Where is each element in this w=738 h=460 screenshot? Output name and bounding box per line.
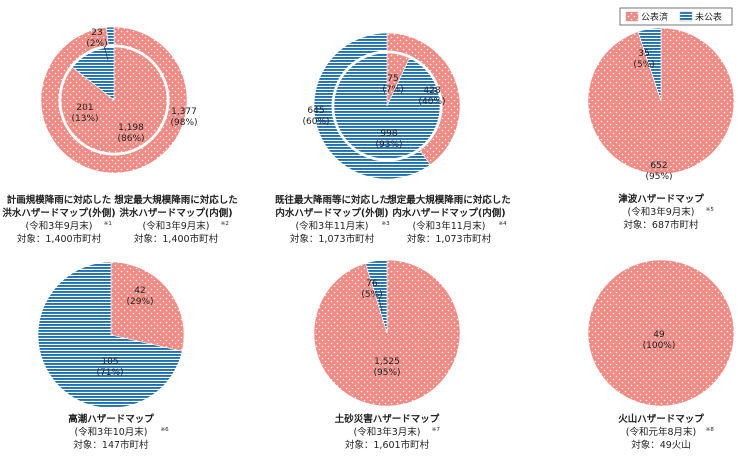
c1-outer-unpublished-percent-label: (2%) xyxy=(86,39,107,49)
c5-unpublished-value-label: 76 xyxy=(366,279,378,289)
c1-inner-caption-line: 洪水ハザードマップ(外側) xyxy=(2,207,115,219)
pie-c2: 428(40%) 645(60%) 75(7%) 998(93%) 既往最大降雨等に対応… xyxy=(275,32,511,245)
c2-inner-unpublished-percent-label: (93%) xyxy=(375,140,402,150)
legend-frame xyxy=(619,7,733,26)
c5-slice-unpublished xyxy=(365,259,388,334)
c3-caption-line: (令和3年9月末) xyxy=(627,206,694,218)
c5-slice-published xyxy=(313,259,461,407)
c2-inner-caption-line: 内水ハザードマップ(外側) xyxy=(275,207,388,219)
c6-caption-line: 対象：49火山 xyxy=(631,439,691,451)
c2-outer-published-percent-label: (40%) xyxy=(418,97,445,107)
pie-c5: 1,525(95%) 76(5%) 土砂災害ハザードマップ(令和3年3月末) ※7対象… xyxy=(313,259,461,451)
c5-leader-line xyxy=(378,297,383,313)
c3-slice-unpublished xyxy=(637,27,662,102)
c3-published-percent-label: (95%) xyxy=(645,172,672,182)
c4-footnote-mark: ※6 xyxy=(161,427,170,433)
c1-outer-caption-line: (令和3年9月末) xyxy=(142,220,209,232)
c5-published-value-label: 1,525 xyxy=(374,357,400,367)
c4-caption-line: (令和3年10月末) xyxy=(74,426,147,438)
c1-inner-caption-line: 計画規模降雨に対応した xyxy=(7,194,112,206)
c6-published-value-label: 49 xyxy=(653,330,665,340)
legend-label-published: 公表済 xyxy=(641,11,668,23)
c5-caption-line: 対象：1,601市町村 xyxy=(345,439,430,451)
c1-inner-unpublished-percent-label: (13%) xyxy=(71,114,98,124)
c5-caption-line: 土砂災害ハザードマップ xyxy=(335,413,440,425)
c2-inner-unpublished-value-label: 998 xyxy=(380,129,397,139)
c4-unpublished-percent-label: (71%) xyxy=(96,368,123,378)
c2-outer-caption-line: 対象：1,073市町村 xyxy=(407,233,492,245)
c6-footnote-mark: ※8 xyxy=(706,427,715,433)
pie-c1: 1,377(98%) 23(2%) 1,198(86%) 201(13%) 計画規模降雨… xyxy=(2,26,238,245)
c2-outer-caption-line: 内水ハザードマップ(内側) xyxy=(392,207,505,219)
c1-outer-published-value-label: 1,377 xyxy=(171,107,197,117)
c3-footnote-mark: ※5 xyxy=(706,207,715,213)
c1-inner-unpublished-value-label: 201 xyxy=(76,103,93,113)
c1-inner-caption-line: (令和3年9月末) xyxy=(25,220,92,232)
c6-caption-line: (令和元年8月末) xyxy=(626,426,696,438)
c1-leader-line xyxy=(103,45,109,61)
legend-swatch-unpublished xyxy=(679,11,693,22)
c2-outer-published-value-label: 428 xyxy=(423,86,440,96)
c5-caption-line: (令和3年3月末) xyxy=(353,426,420,438)
c4-unpublished-value-label: 105 xyxy=(101,357,118,367)
c1-outer-published-percent-label: (98%) xyxy=(170,118,197,128)
c1-outer-caption-line: 対象：1,400市町村 xyxy=(134,233,219,245)
c2-inner-slice-unpublished xyxy=(333,52,441,160)
c6-published-percent-label: (100%) xyxy=(643,341,676,351)
c4-caption-line: 高潮ハザードマップ xyxy=(68,413,154,425)
c2-outer-caption-line: (令和3年11月末) xyxy=(412,220,485,232)
c1-inner-caption-line: 対象：1,400市町村 xyxy=(17,233,102,245)
c2-outer-unpublished-percent-label: (60%) xyxy=(302,117,329,127)
c3-unpublished-percent-label: (5%) xyxy=(633,60,654,70)
c1-outer-unpublished-value-label: 23 xyxy=(91,28,102,38)
c1-inner-footnote-mark: ※1 xyxy=(104,221,112,227)
c4-published-percent-label: (29%) xyxy=(126,297,153,307)
c1-inner-slice-unpublished xyxy=(71,46,115,101)
c1-outer-caption-line: 洪水ハザードマップ(内側) xyxy=(119,207,232,219)
c6-caption-line: 火山ハザードマップ xyxy=(618,413,704,425)
legend-label-unpublished: 未公表 xyxy=(695,11,722,23)
c1-outer-caption-line: 想定最大規模降雨に対応した xyxy=(113,194,238,206)
c4-caption-line: 対象：147市町村 xyxy=(73,439,149,451)
c2-inner-published-value-label: 75 xyxy=(387,74,398,84)
c1-outer-footnote-mark: ※2 xyxy=(221,221,229,227)
c4-published-value-label: 42 xyxy=(134,286,145,296)
c1-ring-separator xyxy=(58,44,170,156)
c1-inner-published-percent-label: (86%) xyxy=(117,134,144,144)
c1-inner-published-value-label: 1,198 xyxy=(118,123,144,133)
c4-slice-published xyxy=(110,261,185,352)
c2-outer-footnote-mark: ※4 xyxy=(499,221,508,227)
c2-inner-footnote-mark: ※3 xyxy=(382,221,391,227)
c5-unpublished-percent-label: (5%) xyxy=(361,290,382,300)
legend-swatch-published xyxy=(625,11,639,22)
c2-outer-unpublished-value-label: 645 xyxy=(307,106,324,116)
pie-c6: 49(100%) 火山ハザードマップ(令和元年8月末) ※8 対象：49火山 xyxy=(587,259,735,451)
c6-slice-published xyxy=(587,259,735,407)
legend: 公表済 未公表 xyxy=(619,7,733,26)
c2-ring-separator xyxy=(331,50,443,162)
c2-inner-published-percent-label: (7%) xyxy=(382,85,403,95)
pie-c4: 42(29%) 105(71%) 高潮ハザードマップ(令和3年10月末) ※6 対象：1… xyxy=(37,261,185,451)
c2-inner-caption-line: 対象：1,073市町村 xyxy=(290,233,375,245)
c3-published-value-label: 652 xyxy=(650,161,667,171)
c2-outer-caption-line: 想定最大規模降雨に対応した xyxy=(386,194,511,206)
c2-inner-caption-line: 既往最大降雨等に対応した xyxy=(275,194,389,206)
c3-caption-line: 対象：687市町村 xyxy=(623,219,699,231)
c3-caption-line: 津波ハザードマップ xyxy=(618,193,704,205)
c5-published-percent-label: (95%) xyxy=(373,368,400,378)
c4-slice-unpublished xyxy=(37,261,183,409)
c2-inner-caption-line: (令和3年11月末) xyxy=(295,220,368,232)
c3-unpublished-value-label: 35 xyxy=(638,49,649,59)
pie-c3: 652(95%) 35(5%) 津波ハザードマップ(令和3年9月末) ※5 対象：687… xyxy=(587,27,735,231)
c5-footnote-mark: ※7 xyxy=(432,427,441,433)
